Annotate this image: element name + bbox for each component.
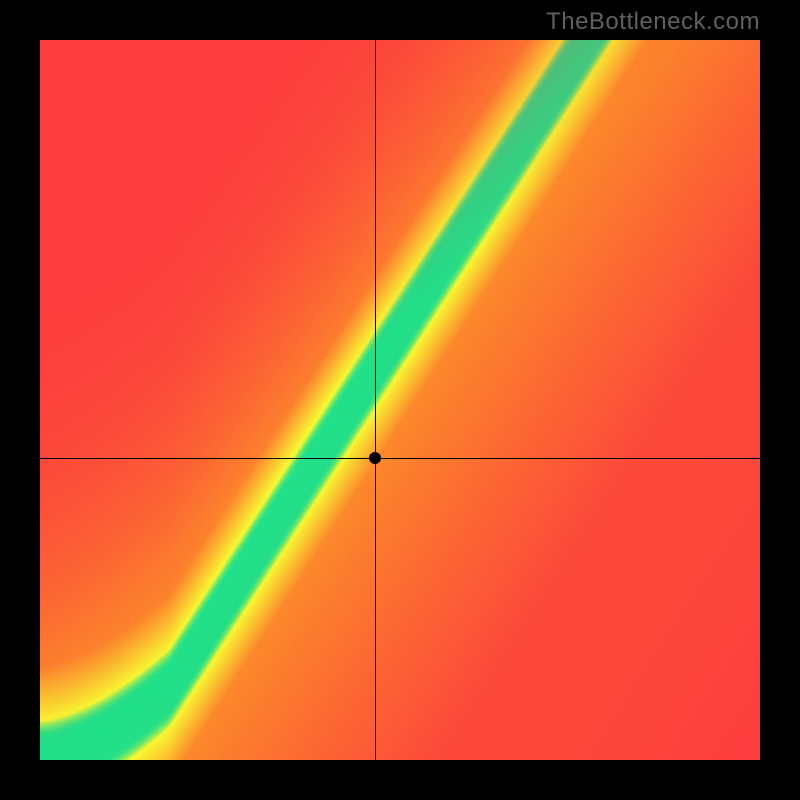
bottleneck-heatmap	[40, 40, 760, 760]
watermark-text: TheBottleneck.com	[546, 8, 760, 36]
chart-frame: TheBottleneck.com	[0, 0, 800, 800]
plot-area	[40, 40, 760, 760]
